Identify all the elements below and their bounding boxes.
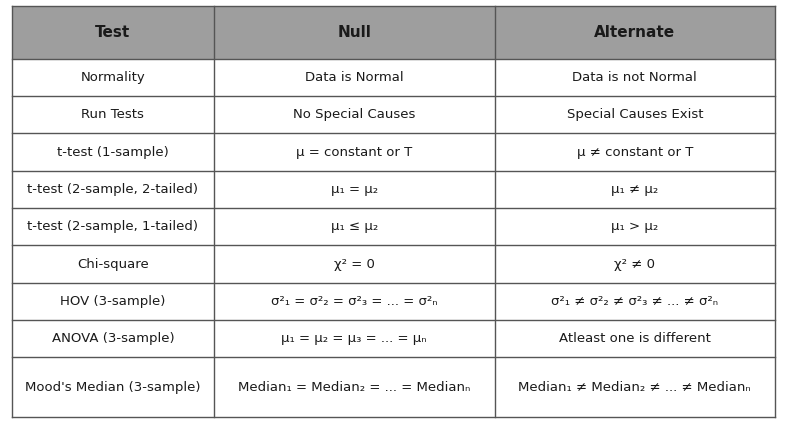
- Bar: [214, 245, 494, 283]
- Text: μ₁ = μ₂ = μ₃ = ... = μₙ: μ₁ = μ₂ = μ₃ = ... = μₙ: [282, 332, 427, 345]
- Text: χ² = 0: χ² = 0: [334, 258, 375, 271]
- Bar: [214, 171, 494, 208]
- Text: t-test (1-sample): t-test (1-sample): [57, 146, 168, 159]
- Bar: [214, 283, 494, 320]
- Text: t-test (2-sample, 2-tailed): t-test (2-sample, 2-tailed): [28, 183, 198, 196]
- Text: μ₁ ≤ μ₂: μ₁ ≤ μ₂: [331, 220, 378, 233]
- Bar: [494, 283, 775, 320]
- Text: σ²₁ ≠ σ²₂ ≠ σ²₃ ≠ ... ≠ σ²ₙ: σ²₁ ≠ σ²₂ ≠ σ²₃ ≠ ... ≠ σ²ₙ: [552, 295, 719, 308]
- Text: Median₁ = Median₂ = ... = Medianₙ: Median₁ = Median₂ = ... = Medianₙ: [238, 381, 471, 393]
- Text: HOV (3-sample): HOV (3-sample): [60, 295, 165, 308]
- Bar: [214, 6, 494, 59]
- Bar: [12, 133, 214, 171]
- Bar: [214, 320, 494, 357]
- Bar: [494, 6, 775, 59]
- Text: Chi-square: Chi-square: [77, 258, 149, 271]
- Text: Special Causes Exist: Special Causes Exist: [567, 108, 703, 121]
- Bar: [494, 208, 775, 245]
- Bar: [214, 208, 494, 245]
- Bar: [12, 208, 214, 245]
- Text: t-test (2-sample, 1-tailed): t-test (2-sample, 1-tailed): [28, 220, 198, 233]
- Text: Data is not Normal: Data is not Normal: [572, 71, 697, 84]
- Bar: [494, 96, 775, 133]
- Bar: [12, 245, 214, 283]
- Text: Null: Null: [338, 25, 371, 40]
- Bar: [12, 283, 214, 320]
- Text: Alternate: Alternate: [594, 25, 675, 40]
- Bar: [494, 357, 775, 417]
- Bar: [494, 59, 775, 96]
- Text: χ² ≠ 0: χ² ≠ 0: [615, 258, 656, 271]
- Text: Atleast one is different: Atleast one is different: [559, 332, 711, 345]
- Text: Mood's Median (3-sample): Mood's Median (3-sample): [25, 381, 201, 393]
- Text: μ₁ ≠ μ₂: μ₁ ≠ μ₂: [611, 183, 659, 196]
- Bar: [494, 320, 775, 357]
- Text: ANOVA (3-sample): ANOVA (3-sample): [51, 332, 174, 345]
- Bar: [12, 357, 214, 417]
- Text: μ ≠ constant or T: μ ≠ constant or T: [577, 146, 693, 159]
- Bar: [214, 357, 494, 417]
- Bar: [12, 6, 214, 59]
- Bar: [214, 133, 494, 171]
- Text: σ²₁ = σ²₂ = σ²₃ = ... = σ²ₙ: σ²₁ = σ²₂ = σ²₃ = ... = σ²ₙ: [271, 295, 438, 308]
- Text: Median₁ ≠ Median₂ ≠ ... ≠ Medianₙ: Median₁ ≠ Median₂ ≠ ... ≠ Medianₙ: [519, 381, 752, 393]
- Text: Run Tests: Run Tests: [81, 108, 144, 121]
- Text: Data is Normal: Data is Normal: [305, 71, 404, 84]
- Bar: [12, 320, 214, 357]
- Text: μ = constant or T: μ = constant or T: [296, 146, 412, 159]
- Text: μ₁ > μ₂: μ₁ > μ₂: [611, 220, 659, 233]
- Bar: [494, 171, 775, 208]
- Text: μ₁ = μ₂: μ₁ = μ₂: [331, 183, 378, 196]
- Bar: [494, 133, 775, 171]
- Bar: [12, 59, 214, 96]
- Text: No Special Causes: No Special Causes: [293, 108, 416, 121]
- Bar: [494, 245, 775, 283]
- Bar: [214, 59, 494, 96]
- Bar: [214, 96, 494, 133]
- Text: Normality: Normality: [80, 71, 146, 84]
- Text: Test: Test: [95, 25, 131, 40]
- Bar: [12, 171, 214, 208]
- Bar: [12, 96, 214, 133]
